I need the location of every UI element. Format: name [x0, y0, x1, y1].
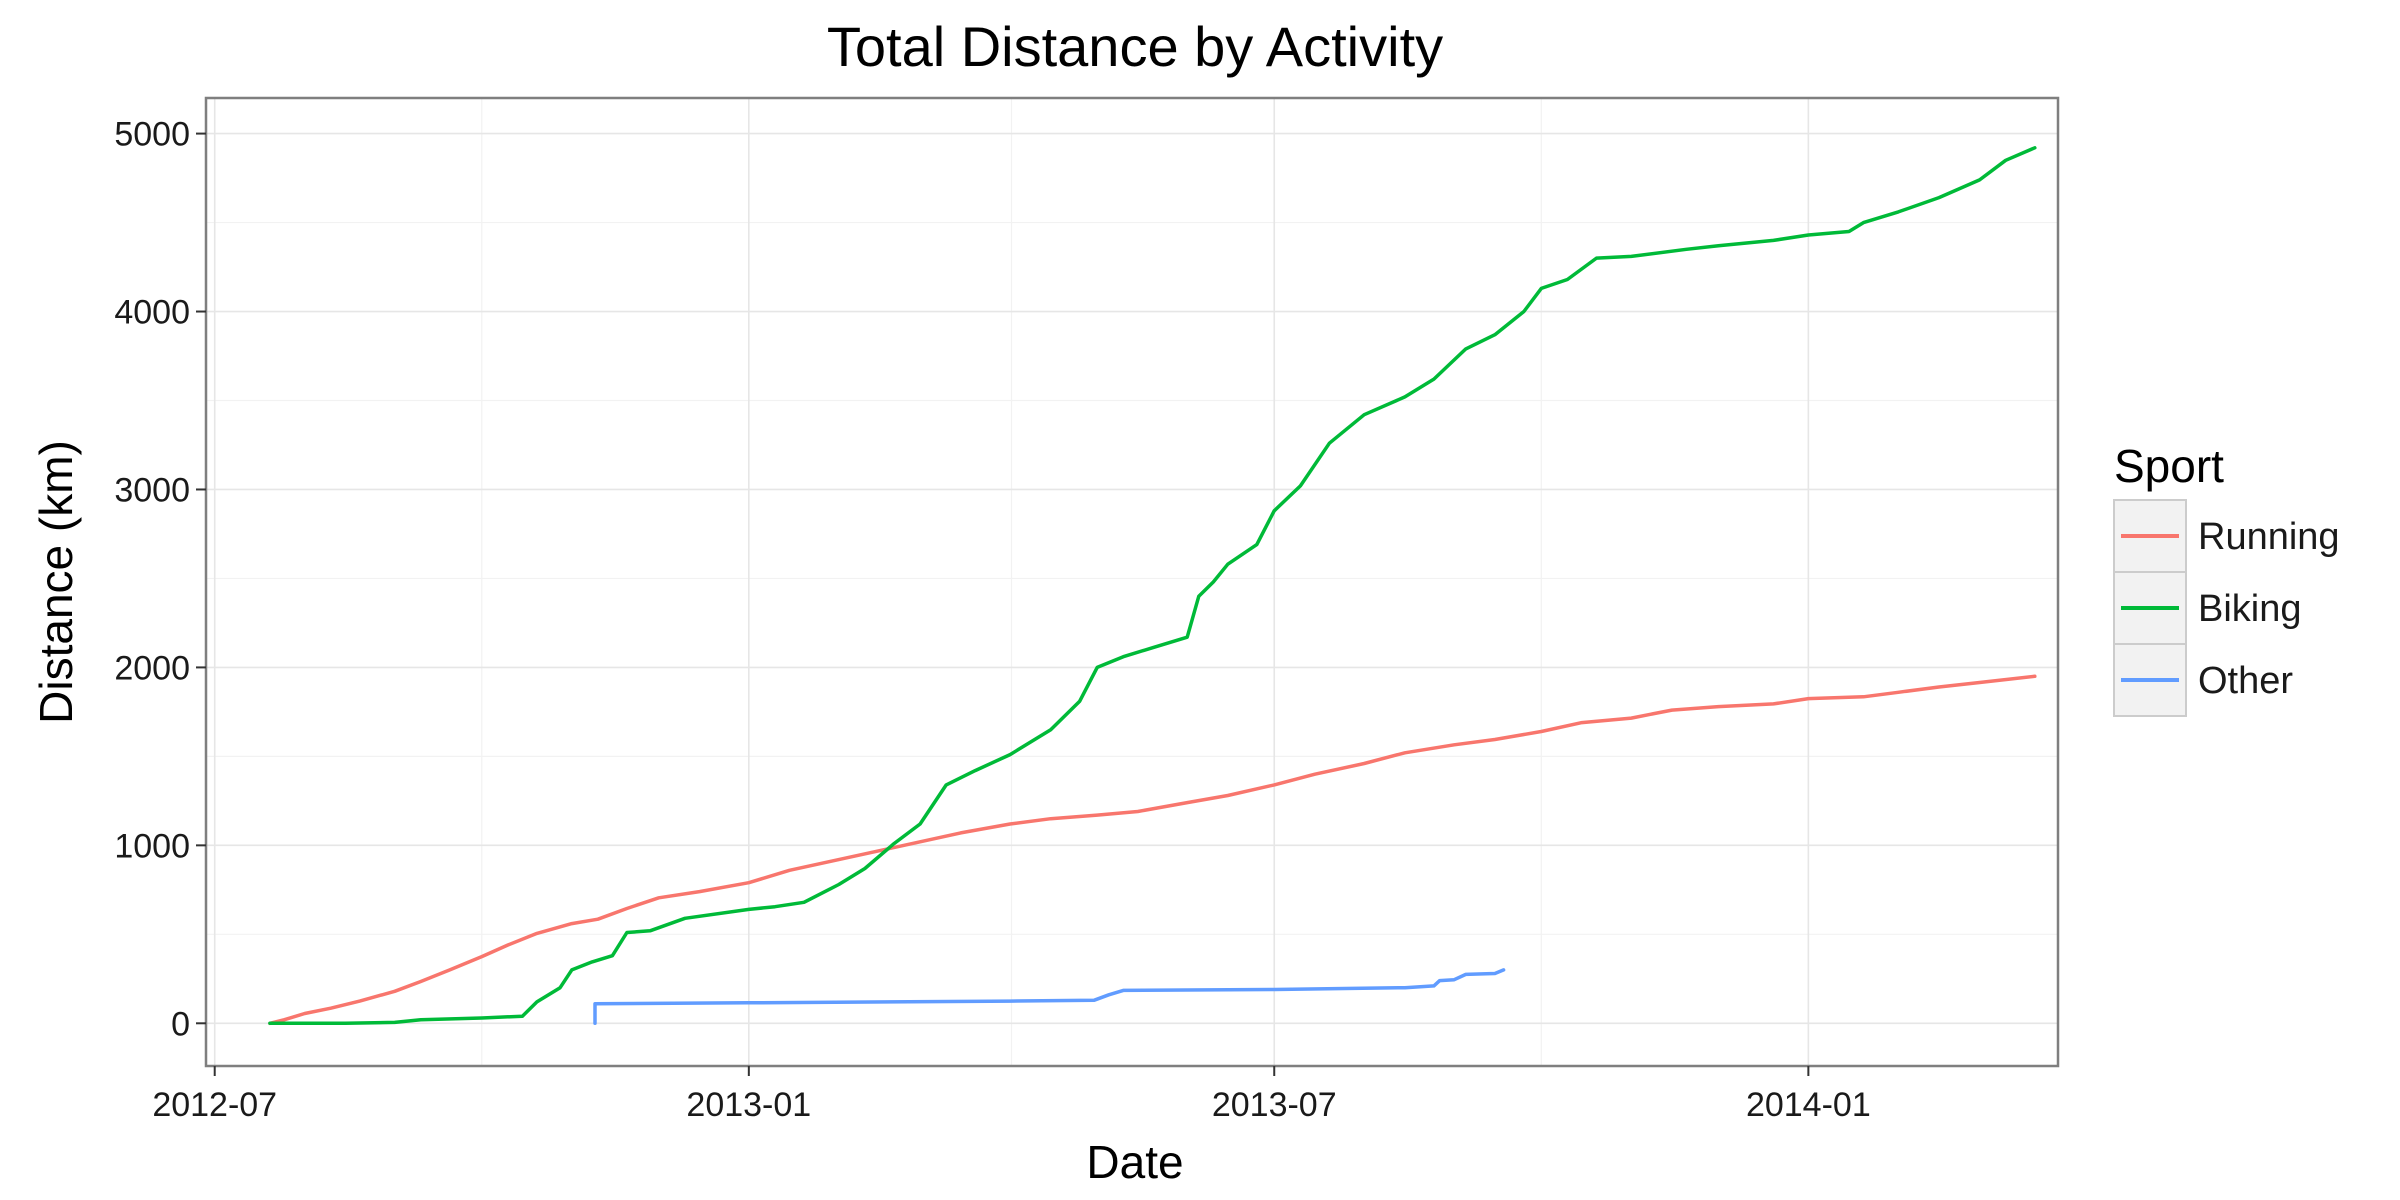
legend-title: Sport: [2114, 440, 2224, 492]
y-tick-label: 4000: [114, 294, 190, 332]
panel-border: [204, 96, 2060, 1068]
y-tick-label: 0: [171, 1005, 190, 1043]
x-tick-label: 2012-07: [152, 1086, 277, 1124]
legend-keys: Running Biking Other: [2113, 499, 2340, 717]
series-lines: [268, 146, 2037, 1026]
axes: 0 1000 2000 3000 4000 5000 2012-07 2013-01 2013-…: [114, 116, 1870, 1124]
legend-label-other: Other: [2198, 660, 2293, 702]
series-line-running: [268, 674, 2037, 1026]
legend-label-running: Running: [2198, 516, 2340, 558]
legend-label-biking: Biking: [2198, 588, 2302, 630]
y-tick-label: 3000: [114, 471, 190, 509]
y-axis-title: Distance (km): [30, 440, 82, 724]
x-tick-label: 2013-01: [686, 1086, 811, 1124]
y-tick-label: 5000: [114, 116, 190, 154]
series-line-biking: [268, 146, 2037, 1026]
x-tick-label: 2013-07: [1212, 1086, 1337, 1124]
grid: [206, 98, 2058, 1066]
y-tick-label: 1000: [114, 827, 190, 865]
series-line-other: [593, 968, 1506, 1026]
x-tick-label: 2014-01: [1746, 1086, 1871, 1124]
x-axis-title: Date: [1086, 1136, 1183, 1188]
legend: Sport Running Biking Other: [2113, 440, 2340, 717]
y-tick-label: 2000: [114, 649, 190, 687]
chart-title: Total Distance by Activity: [827, 15, 1443, 78]
